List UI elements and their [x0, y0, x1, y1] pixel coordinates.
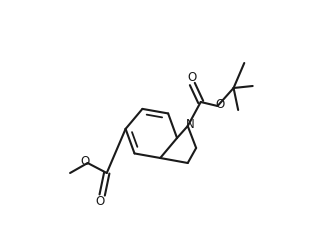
Text: O: O: [96, 195, 105, 208]
Text: N: N: [186, 118, 194, 131]
Text: O: O: [80, 154, 90, 168]
Text: O: O: [188, 71, 197, 84]
Text: O: O: [215, 97, 224, 110]
